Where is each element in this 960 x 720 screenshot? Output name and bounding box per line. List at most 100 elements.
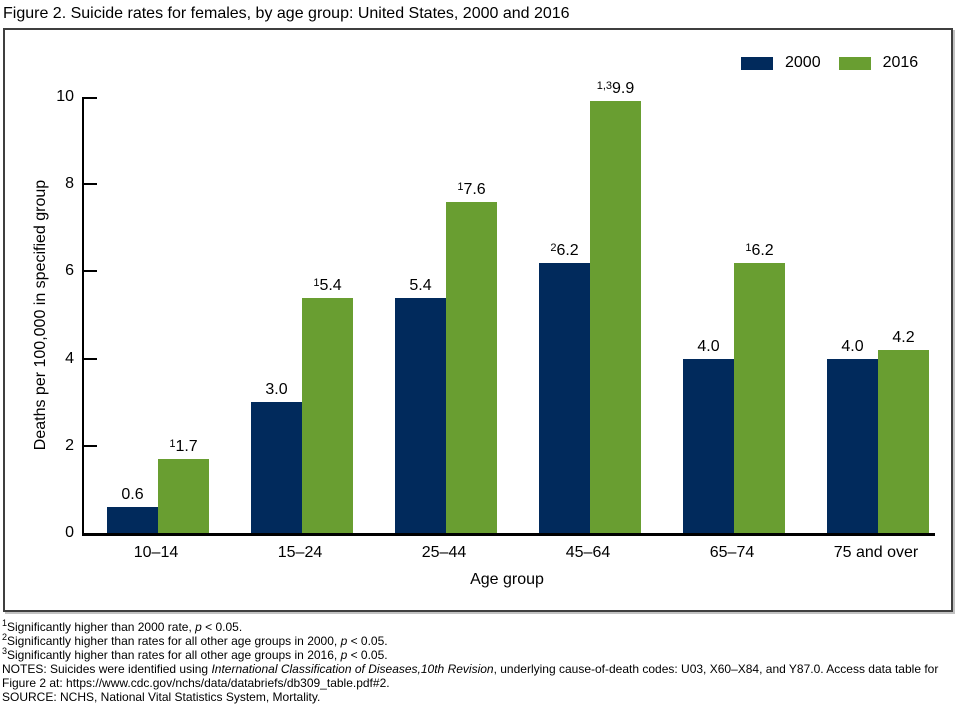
- bar-fill: [878, 350, 929, 533]
- bar-group: 3.0 15.4: [251, 97, 353, 533]
- footnote-text: Significantly higher than rates for all …: [7, 648, 341, 662]
- y-axis-title: Deaths per 100,000 in specified group: [32, 179, 49, 451]
- bar-value-label: 3.0: [265, 381, 288, 398]
- bar-fill: [446, 202, 497, 533]
- bar-value-label: 11.7: [169, 438, 198, 455]
- footnote-text: International Classification of Diseases…: [211, 662, 494, 676]
- bar-value-label: 16.2: [745, 242, 774, 259]
- bar-fill: [539, 263, 590, 533]
- bar-value-superscript: 1: [313, 277, 320, 289]
- footnote-text: < 0.05.: [347, 648, 388, 662]
- y-tick: [84, 183, 97, 186]
- bar-value-superscript: 1,3: [596, 80, 613, 92]
- bar-2016-10–14: 11.7: [158, 438, 209, 533]
- legend: 2000 2016: [741, 54, 918, 72]
- bar-fill: [302, 298, 353, 533]
- bar-fill: [590, 101, 641, 533]
- footnote-line: 1Significantly higher than 2000 rate, p …: [2, 618, 956, 635]
- y-tick: [84, 270, 97, 273]
- y-tick-label: 10: [56, 88, 74, 105]
- y-tick-label: 2: [65, 436, 74, 454]
- bar-2000-75 and over: 4.0: [827, 338, 878, 533]
- footnote-text: NOTES: Suicides were identified using: [2, 662, 212, 676]
- x-category-label-10–14: 10–14: [133, 544, 179, 561]
- legend-item-2016: 2016: [838, 54, 919, 72]
- bar-2000-45–64: 26.2: [539, 242, 590, 533]
- legend-label-2000: 2000: [785, 54, 821, 71]
- bar-value-superscript: 1: [745, 242, 752, 254]
- footnote-superscript: 2: [2, 632, 8, 642]
- legend-swatch-2016: [838, 56, 871, 70]
- bar-value-label: 4.0: [841, 338, 864, 355]
- bar-value-label: 4.0: [697, 338, 720, 355]
- x-axis-title: Age group: [470, 571, 544, 588]
- bar-fill: [107, 507, 158, 533]
- bar-fill: [158, 459, 209, 533]
- bar-fill: [251, 402, 302, 533]
- bar-value-label: 5.4: [409, 277, 432, 294]
- bar-group: 4.0 16.2: [683, 97, 785, 533]
- bar-fill: [395, 298, 446, 533]
- bar-2000-10–14: 0.6: [107, 486, 158, 533]
- y-tick-label: 8: [65, 175, 74, 193]
- bar-value-superscript: 1: [457, 181, 464, 193]
- bar-2016-75 and over: 4.2: [878, 329, 929, 533]
- footnote-line: 3Significantly higher than rates for all…: [2, 646, 956, 663]
- x-category-label-75 and over: 75 and over: [833, 544, 919, 561]
- bar-value-label: 15.4: [313, 277, 342, 294]
- bar-value-superscript: 1: [169, 438, 176, 450]
- footnotes: 1Significantly higher than 2000 rate, p …: [2, 618, 956, 705]
- figure-title: Figure 2. Suicide rates for females, by …: [3, 5, 570, 22]
- footnote-text: p: [340, 648, 348, 662]
- legend-label-2016: 2016: [882, 54, 919, 71]
- footnote-text: < 0.05.: [201, 620, 243, 634]
- footnote-line: NOTES: Suicides were identified using In…: [2, 662, 956, 690]
- bar-group: 26.2 1,39.9: [539, 80, 641, 533]
- x-category-label-25–44: 25–44: [421, 544, 467, 561]
- x-category-label-45–64: 45–64: [565, 544, 611, 561]
- legend-swatch-2000: [741, 56, 773, 70]
- y-tick: [84, 444, 97, 447]
- footnote-text: p: [195, 620, 202, 634]
- y-tick-label: 6: [65, 262, 74, 280]
- footnote-text: Significantly higher than rates for all …: [7, 634, 341, 648]
- bar-group: 4.0 4.2: [827, 97, 929, 533]
- bar-2016-25–44: 17.6: [446, 181, 497, 533]
- x-category-label-15–24: 15–24: [277, 544, 323, 561]
- y-tick: [84, 357, 97, 360]
- bar-value-label: 1,39.9: [596, 80, 635, 97]
- footnote-text: < 0.05.: [347, 634, 388, 648]
- y-tick-label: 4: [65, 349, 74, 367]
- bar-value-superscript: 2: [550, 242, 557, 254]
- bar-2016-45–64: 1,39.9: [590, 80, 641, 533]
- bar-2016-65–74: 16.2: [734, 242, 785, 533]
- bar-value-label: 26.2: [550, 242, 579, 259]
- footnote-superscript: 3: [2, 646, 8, 656]
- footnote-text: Significantly higher than 2000 rate,: [7, 620, 196, 634]
- plot-area: 0.6 11.7 3.0 15.4 5.4 17.6 26.2 1,39.9 4.0 16.2 4.…: [82, 80, 935, 536]
- bar-fill: [734, 263, 785, 533]
- y-tick: [84, 97, 97, 99]
- footnote-text: p: [340, 634, 348, 648]
- x-category-label-65–74: 65–74: [709, 544, 755, 561]
- bar-group: 0.6 11.7: [107, 97, 209, 533]
- bar-value-label: 4.2: [892, 329, 915, 346]
- chart-frame: 2000 2016 Deaths per 100,000 in specified…: [3, 28, 953, 612]
- bar-fill: [683, 359, 734, 533]
- y-tick-label: 0: [65, 524, 74, 541]
- footnote-line: 2Significantly higher than rates for all…: [2, 632, 956, 649]
- bar-2000-15–24: 3.0: [251, 381, 302, 533]
- bar-group: 5.4 17.6: [395, 97, 497, 533]
- bar-value-label: 17.6: [457, 181, 486, 198]
- bar-2016-15–24: 15.4: [302, 277, 353, 533]
- bar-value-label: 0.6: [121, 486, 144, 503]
- footnote-text: , underlying cause-of-death codes: U03, …: [2, 662, 939, 690]
- footnote-line: SOURCE: NCHS, National Vital Statistics …: [2, 690, 956, 704]
- bar-2000-25–44: 5.4: [395, 277, 446, 533]
- footnote-text: SOURCE: NCHS, National Vital Statistics …: [2, 690, 321, 704]
- bar-fill: [827, 359, 878, 533]
- legend-item-2000: 2000: [741, 54, 821, 72]
- footnote-superscript: 1: [2, 618, 8, 628]
- bar-2000-65–74: 4.0: [683, 338, 734, 533]
